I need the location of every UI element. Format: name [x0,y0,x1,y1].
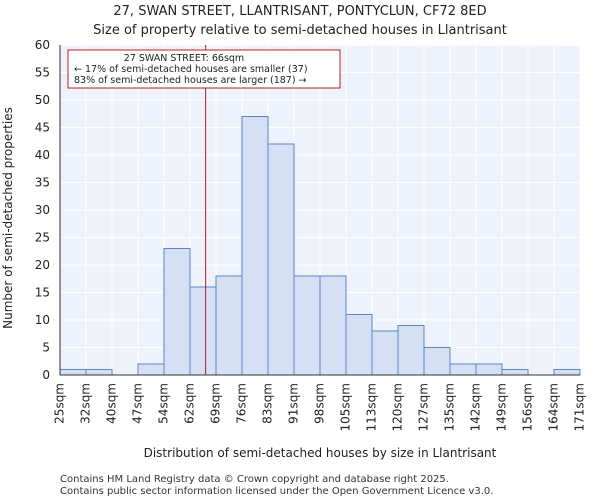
y-tick-label: 55 [35,66,50,80]
y-tick-label: 10 [35,313,50,327]
bar-91sqm [293,275,321,376]
y-tick-label: 0 [42,368,50,382]
y-tick-label: 25 [35,231,50,245]
y-tick-label: 35 [35,176,50,190]
x-tick-label: 83sqm [261,383,275,424]
bar-164sqm [553,369,581,376]
bar-142sqm [475,363,503,376]
x-tick-label: 113sqm [365,383,379,431]
bar-135sqm [449,363,477,376]
bar-76sqm [241,116,269,376]
x-tick-label: 69sqm [209,383,223,424]
y-tick-label: 15 [35,286,50,300]
x-tick-label: 40sqm [105,383,119,424]
bar-113sqm [371,330,399,376]
bar-105sqm [345,314,373,376]
bars [59,116,581,376]
x-tick-label: 156sqm [521,383,535,431]
y-axis-ticks: 0 5 10 15 20 25 30 35 40 45 50 55 60 [35,38,50,382]
x-tick-label: 47sqm [131,383,145,424]
bar-54sqm [163,248,191,376]
x-axis-label: Distribution of semi-detached houses by … [144,446,497,460]
bar-62sqm [189,286,217,376]
y-axis-label: Number of semi-detached properties [1,107,15,329]
x-tick-label: 105sqm [339,383,353,431]
bar-69sqm [215,275,243,376]
x-tick-label: 91sqm [287,383,301,424]
annotation-box [67,49,341,89]
x-tick-label: 62sqm [183,383,197,424]
bar-25sqm [59,369,87,376]
x-tick-label: 127sqm [417,383,431,431]
bar-127sqm [423,347,451,376]
x-tick-label: 149sqm [495,383,509,431]
annotation-larger: 83% of semi-detached houses are larger (… [74,75,307,86]
x-tick-label: 142sqm [469,383,483,431]
footer-licence: Contains public sector information licen… [60,486,493,497]
bar-47sqm [137,363,165,376]
footer-copyright: Contains HM Land Registry data © Crown c… [60,474,449,485]
y-tick-label: 45 [35,121,50,135]
bar-149sqm [501,369,529,376]
x-tick-label: 76sqm [235,383,249,424]
x-tick-label: 171sqm [573,383,587,431]
bar-83sqm [267,143,295,376]
x-tick-label: 25sqm [53,383,67,424]
annotation-smaller: ← 17% of semi-detached houses are smalle… [74,64,308,75]
y-tick-label: 5 [42,341,50,355]
bar-98sqm [319,275,347,376]
x-tick-label: 54sqm [157,383,171,424]
x-tick-label: 32sqm [79,383,93,424]
chart-title: 27, SWAN STREET, LLANTRISANT, PONTYCLUN,… [113,4,486,19]
y-tick-label: 50 [35,93,50,107]
bar-120sqm [397,325,425,376]
y-tick-label: 40 [35,148,50,162]
y-tick-label: 30 [35,203,50,217]
x-tick-label: 164sqm [547,383,561,431]
annotation-title: 27 SWAN STREET: 66sqm [124,53,244,64]
x-tick-label: 120sqm [391,383,405,431]
x-tick-label: 98sqm [313,383,327,424]
bar-32sqm [85,369,113,376]
x-axis-ticks: 25sqm 32sqm 40sqm 47sqm 54sqm 62sqm 69sqm 76sqm… [53,383,587,431]
y-tick-label: 60 [35,38,50,52]
y-tick-label: 20 [35,258,50,272]
x-tick-label: 135sqm [443,383,457,431]
chart-subtitle: Size of property relative to semi-detach… [93,23,507,38]
